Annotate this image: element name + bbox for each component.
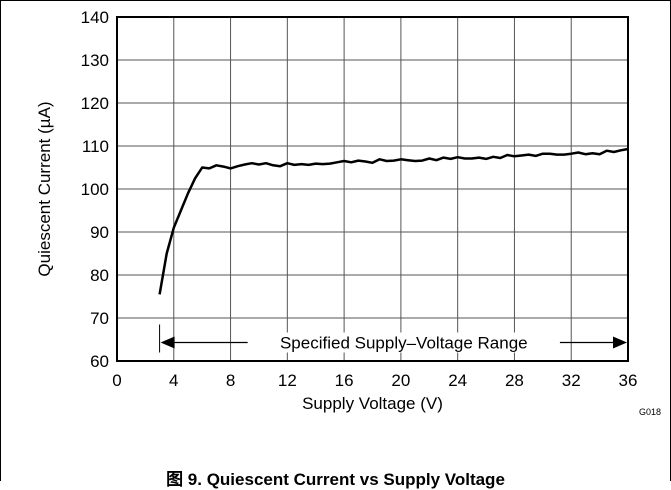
figure-caption: 图 9. Quiescent Current vs Supply Voltage — [166, 470, 505, 489]
x-tick-label: 8 — [226, 371, 235, 390]
y-tick-label: 140 — [81, 8, 109, 27]
annotation-text: Specified Supply–Voltage Range — [280, 334, 528, 353]
x-tick-label: 12 — [278, 371, 297, 390]
grid — [117, 17, 628, 361]
plot-border — [116, 16, 629, 362]
x-tick-label: 28 — [505, 371, 524, 390]
y-tick-label: 100 — [81, 180, 109, 199]
x-tick-label: 32 — [562, 371, 581, 390]
specified-range-annotation: Specified Supply–Voltage Range — [159, 324, 627, 353]
x-tick-label: 4 — [169, 371, 178, 390]
y-tick-label: 80 — [90, 266, 109, 285]
series-line-quiescent-current — [158, 147, 629, 295]
x-tick-label: 16 — [335, 371, 354, 390]
y-tick-label: 70 — [90, 309, 109, 328]
arrow-right-head — [613, 336, 627, 349]
arrow-left-head — [160, 336, 175, 349]
y-tick-label: 60 — [90, 352, 109, 371]
figure-id: G018 — [639, 407, 661, 417]
x-tick-label: 36 — [619, 371, 638, 390]
x-tick-label: 0 — [112, 371, 121, 390]
x-axis-label: Supply Voltage (V) — [302, 394, 443, 413]
annotation-background — [247, 332, 560, 353]
x-tick-label: 24 — [448, 371, 467, 390]
y-tick-label: 130 — [81, 51, 109, 70]
x-tick-labels: 0 4 8 12 16 20 24 28 32 36 — [112, 371, 637, 390]
y-tick-label: 90 — [90, 223, 109, 242]
y-tick-labels: 60 70 80 90 100 110 120 130 140 — [81, 8, 109, 371]
y-tick-label: 110 — [82, 137, 109, 156]
y-tick-label: 120 — [81, 94, 109, 113]
x-tick-label: 20 — [391, 371, 410, 390]
y-axis-label: Quiescent Current (µA) — [35, 101, 54, 276]
